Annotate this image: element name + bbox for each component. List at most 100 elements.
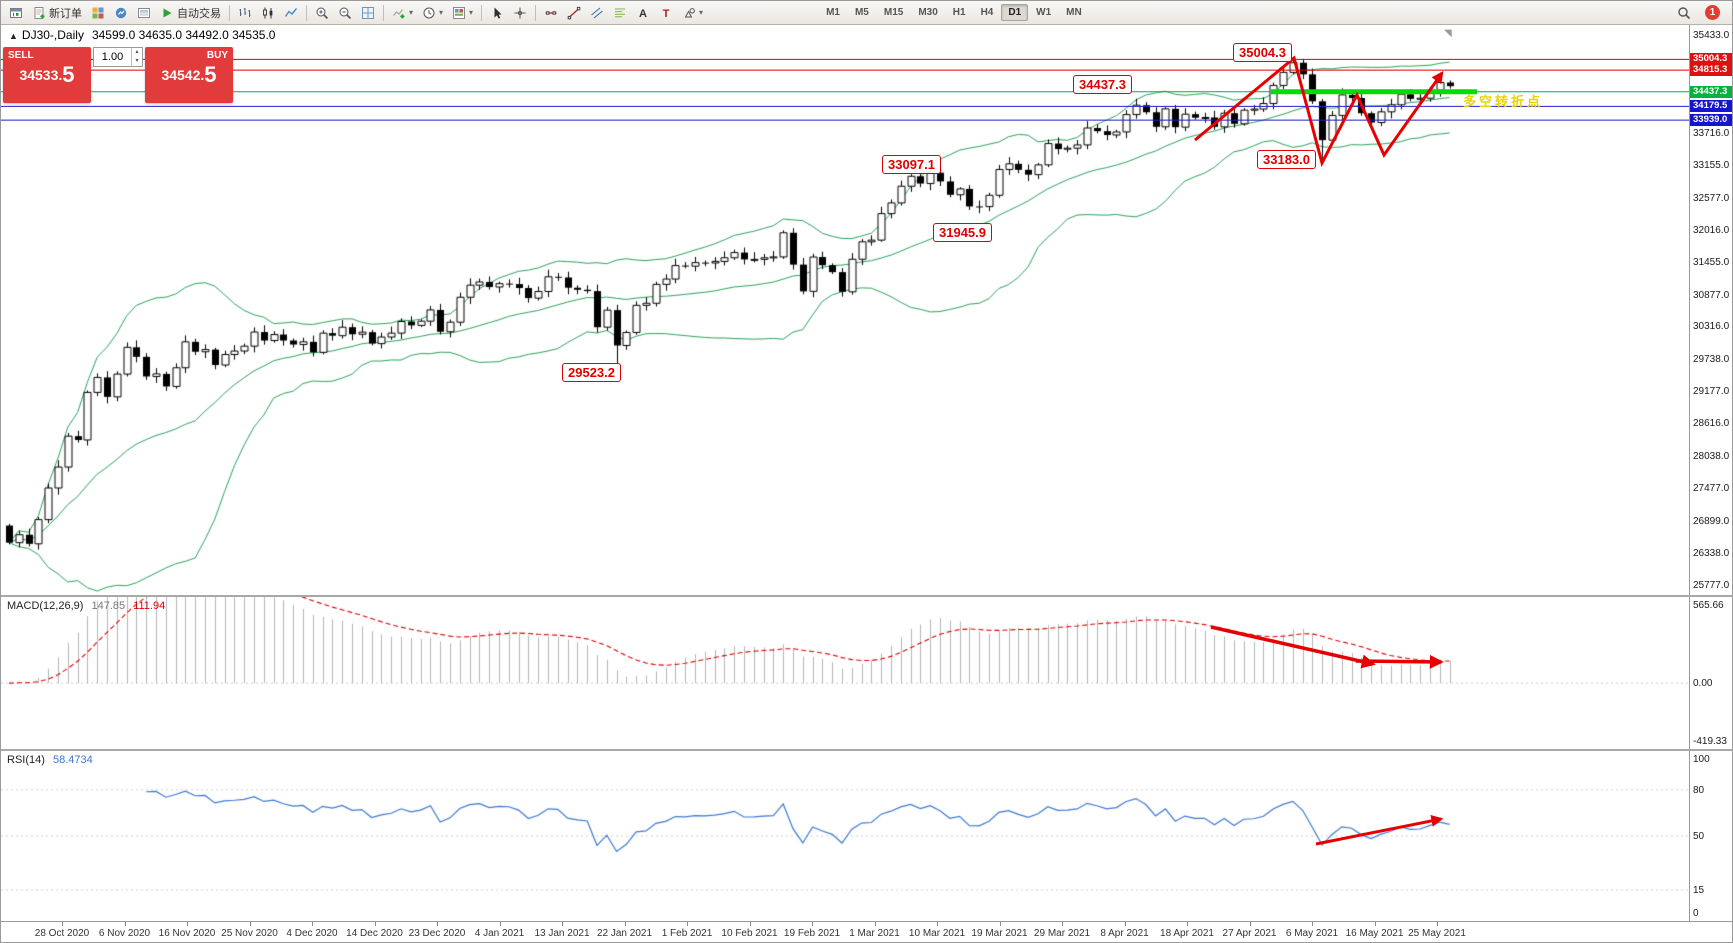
timeframe-h4-button[interactable]: H4 xyxy=(980,7,994,18)
date-label: 10 Feb 2021 xyxy=(721,928,778,939)
buy-button[interactable]: BUY 34542.5 xyxy=(145,47,233,103)
price-callout[interactable]: 33097.1 xyxy=(882,155,941,174)
notifications-badge[interactable]: 1 xyxy=(1705,5,1720,20)
sell-button[interactable]: SELL 34533.5 xyxy=(3,47,91,103)
chart-window-button[interactable] xyxy=(5,3,27,23)
text-label-button[interactable]: T xyxy=(655,3,677,23)
price-callout[interactable]: 31945.9 xyxy=(933,223,992,242)
fibonacci-retracement-button[interactable] xyxy=(609,3,631,23)
volume-input[interactable]: 1.00 xyxy=(101,51,124,63)
horizontal-line-button[interactable] xyxy=(540,3,562,23)
cursor-button[interactable] xyxy=(486,3,508,23)
buy-price: 34542.5 xyxy=(161,62,217,87)
text-button[interactable]: A xyxy=(632,3,654,23)
chart-ohlc-values: 34599.0 34635.0 34492.0 34535.0 xyxy=(91,28,276,42)
price-tag: 34179.5 xyxy=(1690,100,1732,113)
rsi-axis-label: 50 xyxy=(1693,831,1705,842)
equidistant-channel-button[interactable] xyxy=(586,3,608,23)
timeframe-m30-button[interactable]: M30 xyxy=(918,7,938,18)
price-tag: 33939.0 xyxy=(1690,114,1732,127)
trendline-icon xyxy=(567,6,581,19)
rsi-axis[interactable]: 100 80 50 15 0 xyxy=(1689,751,1732,921)
price-chart-canvas[interactable] xyxy=(1,25,1689,595)
line-chart-button[interactable] xyxy=(280,3,302,23)
timeframe-m15-button[interactable]: M15 xyxy=(883,7,904,18)
zoom-out-button[interactable] xyxy=(334,3,356,23)
tile-windows-button[interactable] xyxy=(357,3,379,23)
date-label: 16 Nov 2020 xyxy=(158,928,216,939)
macd-axis[interactable]: 565.66 0.00 -419.33 xyxy=(1689,597,1732,749)
dropdown-arrow-icon: ▾ xyxy=(439,8,444,17)
price-callout[interactable]: 34437.3 xyxy=(1073,75,1132,94)
search-button[interactable] xyxy=(1673,3,1695,23)
labelT-icon: T xyxy=(663,8,670,20)
fibo-icon xyxy=(615,8,626,17)
date-tick xyxy=(62,922,63,926)
date-tick xyxy=(437,922,438,926)
price-axis-label: 27477.0 xyxy=(1693,483,1730,495)
date-label: 10 Mar 2021 xyxy=(908,928,966,939)
main-price-axis[interactable]: 35433.0 33716.0 33155.0 32577.0 32016.0 31455… xyxy=(1689,25,1732,595)
scroll-to-end-icon[interactable]: ◥ xyxy=(1444,28,1452,39)
volume-up-button[interactable]: ▴ xyxy=(135,49,139,55)
arrows-button[interactable]: ▾ xyxy=(678,3,707,23)
date-label: 25 Nov 2020 xyxy=(221,928,278,939)
linechart-icon xyxy=(284,7,298,17)
cursor-icon xyxy=(494,7,502,19)
date-label: 29 Mar 2021 xyxy=(1033,928,1091,939)
new-order-button[interactable]: 新订单 xyxy=(28,3,86,23)
rsi-chart-canvas[interactable] xyxy=(1,751,1689,921)
panel-resize-separator[interactable] xyxy=(1,595,1732,597)
timeframe-d1-button[interactable]: D1 xyxy=(1001,4,1029,21)
price-axis-label: 26338.0 xyxy=(1693,548,1730,560)
turning-point-note[interactable]: 多空转折点 xyxy=(1463,94,1544,109)
templates-button[interactable]: ▾ xyxy=(448,3,477,23)
charts-button[interactable] xyxy=(87,3,109,23)
date-tick xyxy=(499,922,501,926)
toolbar-separator xyxy=(383,4,384,21)
zoomout-icon xyxy=(339,7,352,19)
price-tag: 35004.3 xyxy=(1690,53,1732,66)
date-label: 6 Nov 2020 xyxy=(98,928,151,939)
date-tick xyxy=(687,922,688,926)
market-watch-button[interactable] xyxy=(110,3,132,23)
date-tick xyxy=(1437,922,1438,926)
price-callout[interactable]: 33183.0 xyxy=(1257,150,1316,169)
bar-chart-button[interactable] xyxy=(234,3,256,23)
price-callout[interactable]: 29523.2 xyxy=(562,363,621,382)
timeframe-m1-button[interactable]: M1 xyxy=(826,7,840,18)
zoom-in-button[interactable] xyxy=(311,3,333,23)
panel-resize-separator[interactable] xyxy=(1,749,1732,751)
date-label: 23 Dec 2020 xyxy=(408,928,466,939)
timeframe-w1-button[interactable]: W1 xyxy=(1036,7,1052,18)
crosshair-button[interactable] xyxy=(509,3,531,23)
date-label: 28 Oct 2020 xyxy=(34,928,90,939)
price-callout[interactable]: 35004.3 xyxy=(1233,43,1292,62)
date-label: 8 Apr 2021 xyxy=(1100,928,1149,939)
dropdown-arrow-icon: ▾ xyxy=(469,8,474,17)
chart-title: ▲ DJ30-,Daily 34599.0 34635.0 34492.0 3453… xyxy=(9,28,275,42)
date-axis[interactable]: 28 Oct 2020 6 Nov 2020 16 Nov 2020 25 Nov 2… xyxy=(1,921,1732,942)
timeframe-m5-button[interactable]: M5 xyxy=(854,7,869,18)
indicators-button[interactable]: ▾ xyxy=(388,3,417,23)
price-tag: 34437.3 xyxy=(1690,85,1732,98)
timeframe-mn-button[interactable]: MN xyxy=(1066,7,1082,18)
volume-down-button[interactable]: ▾ xyxy=(135,58,139,64)
svg-text:T: T xyxy=(663,8,670,20)
gridicon-icon xyxy=(362,6,374,19)
marketwatch-icon xyxy=(115,7,127,18)
date-tick xyxy=(1187,922,1188,926)
trendline-button[interactable] xyxy=(563,3,585,23)
data-window-button[interactable] xyxy=(133,3,155,23)
autotrading-button[interactable]: 自动交易 xyxy=(156,3,225,23)
macd-chart-canvas[interactable] xyxy=(1,597,1689,749)
macd-signal-value: 111.94 xyxy=(133,600,166,612)
periods-button[interactable]: ▾ xyxy=(418,3,447,23)
date-tick xyxy=(1374,922,1376,926)
toolbar-separator xyxy=(306,4,307,21)
date-label: 4 Dec 2020 xyxy=(286,928,338,939)
collapse-panel-icon[interactable]: ▲ xyxy=(9,31,18,41)
macd-main-value: 147.85 xyxy=(91,600,126,612)
timeframe-h1-button[interactable]: H1 xyxy=(952,7,966,18)
candlestick-chart-button[interactable] xyxy=(257,3,279,23)
